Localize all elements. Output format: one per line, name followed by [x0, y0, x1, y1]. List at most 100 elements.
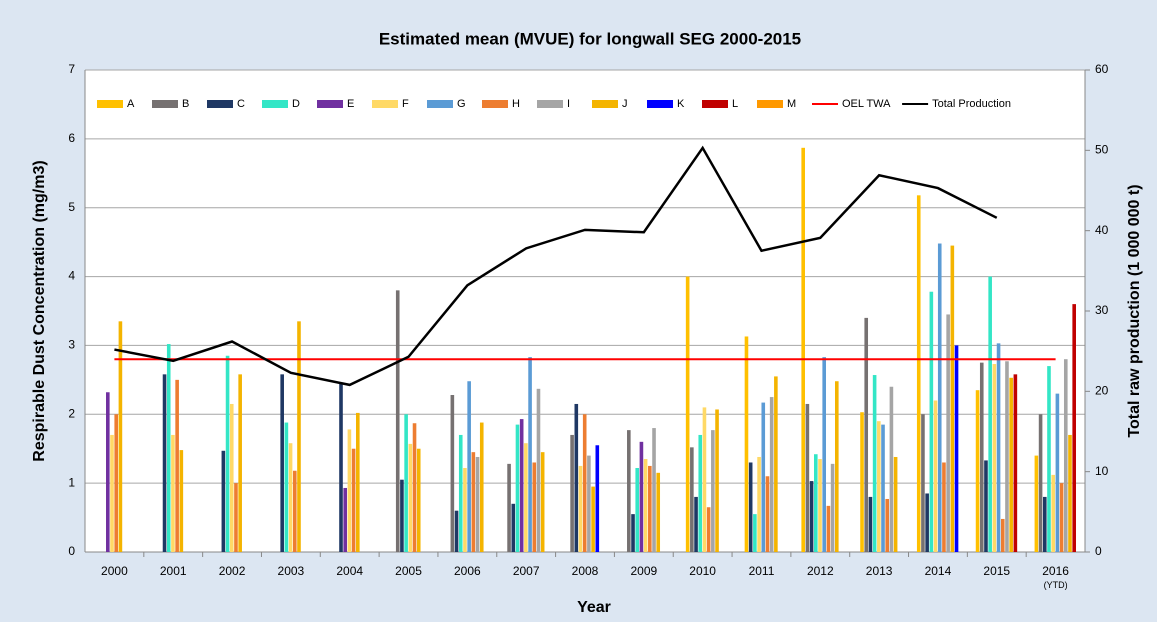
bar [893, 456, 898, 552]
legend-label: A [127, 98, 135, 110]
bar [933, 400, 938, 552]
legend-swatch [152, 100, 178, 108]
bar [881, 424, 885, 552]
bar [284, 422, 289, 552]
bar [813, 454, 818, 552]
bar [826, 505, 831, 552]
legend-swatch [317, 100, 343, 108]
bar [578, 465, 583, 552]
legend-label: F [402, 98, 409, 110]
bar [511, 503, 516, 552]
legend-swatch [537, 100, 563, 108]
y-tick-label: 0 [68, 544, 75, 558]
bar [347, 429, 352, 552]
bar [694, 496, 698, 552]
x-tick-label: 2000 [101, 564, 128, 578]
y2-tick-label: 60 [1095, 62, 1109, 76]
x-tick-label: 2011 [749, 564, 775, 578]
bar [351, 448, 356, 552]
bar [238, 374, 242, 552]
legend-label: J [622, 98, 628, 110]
y2-tick-label: 10 [1095, 464, 1109, 478]
legend-label: Total Production [932, 98, 1011, 110]
legend-swatch [262, 100, 288, 108]
bar [1072, 304, 1076, 552]
bar [339, 383, 343, 552]
bar [1034, 455, 1039, 552]
bar [885, 498, 890, 552]
bar [656, 472, 661, 552]
bar [757, 456, 761, 552]
bar [834, 381, 839, 552]
legend-swatch [97, 100, 123, 108]
bar [591, 486, 595, 552]
x-tick-label: 2005 [395, 564, 422, 578]
bar [635, 467, 640, 552]
bar [292, 470, 297, 552]
bar [475, 456, 480, 552]
bar [872, 375, 877, 552]
bar [916, 195, 921, 552]
bar [166, 344, 171, 552]
bar [979, 362, 984, 552]
x-tick-label: 2006 [454, 564, 481, 578]
bar [744, 336, 749, 552]
bar [1009, 377, 1013, 552]
bar [536, 388, 541, 552]
bar [877, 421, 881, 552]
bar [774, 376, 778, 552]
bar [234, 483, 238, 552]
bar [454, 510, 459, 552]
bar [937, 243, 942, 552]
bar [711, 430, 715, 552]
bar [706, 507, 711, 552]
bar [639, 441, 644, 552]
y2-tick-label: 20 [1095, 384, 1109, 398]
legend-label: K [677, 98, 685, 110]
bar [925, 493, 929, 552]
bar [975, 390, 980, 552]
bar [992, 364, 997, 552]
y-tick-label: 1 [68, 475, 75, 489]
bar [631, 514, 635, 552]
bar [1051, 474, 1055, 552]
line-series [114, 145, 998, 387]
bar [106, 392, 110, 552]
legend-swatch [427, 100, 453, 108]
bar [822, 357, 826, 552]
legend-label: E [347, 98, 354, 110]
x-tick-label: 2007 [513, 564, 540, 578]
bar [467, 381, 471, 552]
y-tick-label: 6 [68, 131, 75, 145]
bar [288, 443, 293, 552]
legend-label: D [292, 98, 300, 110]
bar [942, 462, 946, 552]
legend-swatch [647, 100, 673, 108]
bar [519, 419, 524, 552]
y-tick-label: 3 [68, 338, 75, 352]
bar [748, 462, 753, 552]
bar [595, 445, 600, 552]
bar [297, 321, 301, 552]
bar [643, 459, 648, 552]
bar [171, 434, 175, 552]
bar [988, 276, 992, 552]
legend-label: B [182, 98, 189, 110]
legend-swatch [757, 100, 783, 108]
bar [582, 414, 587, 552]
y-axis-label: Respirable Dust Concentration (mg/m3) [31, 160, 48, 461]
bar [652, 428, 656, 552]
y2-axis-label: Total raw production (1 000 000 t) [1126, 184, 1143, 437]
bar [524, 443, 528, 552]
x-tick-label: 2013 [866, 564, 893, 578]
bar [698, 434, 703, 552]
bar [996, 343, 1001, 552]
bar [830, 463, 835, 552]
x-tick-label: 2010 [689, 564, 716, 578]
bar [515, 424, 520, 552]
bar [984, 460, 988, 552]
bar [471, 452, 476, 552]
bar [400, 479, 404, 552]
bar [532, 462, 537, 552]
bar [946, 314, 950, 552]
